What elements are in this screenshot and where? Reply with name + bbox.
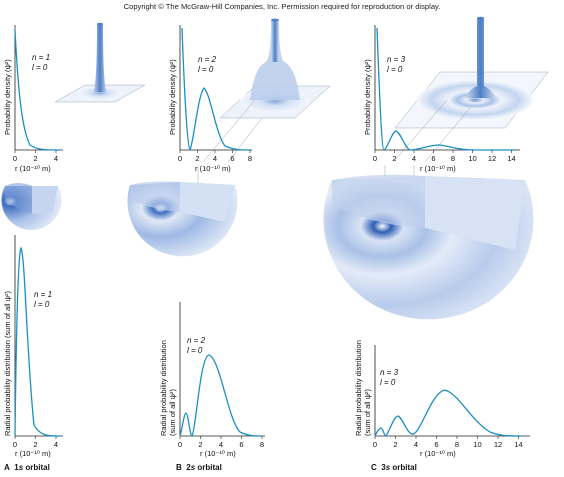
tick-label: 6 <box>434 440 438 449</box>
tick-label: 0 <box>178 440 182 449</box>
tick-label: 8 <box>451 154 455 163</box>
tick-label: 8 <box>248 154 252 163</box>
caption-letter: A <box>4 463 10 472</box>
tick-label: 8 <box>455 440 459 449</box>
plot-radial-3s <box>374 345 530 437</box>
caption-letter: B <box>176 463 182 472</box>
svg-text:Radial probability distributio: Radial probability distribution <box>354 340 363 436</box>
sphere-2s <box>127 181 238 257</box>
l-label-bottom-A: l = 0 <box>34 300 50 309</box>
caption-word: orbital <box>197 463 222 472</box>
ylabel-bottom-C: Radial probability distribution (sum of … <box>354 340 372 436</box>
xlabel-bottom-B: r (10⁻¹⁰ m) <box>200 449 236 458</box>
caption-B: B 2s orbital <box>176 463 222 472</box>
tick-label: 4 <box>213 154 217 163</box>
svg-text:Radial probability distributio: Radial probability distribution <box>159 340 168 436</box>
caption-s: s <box>190 463 196 472</box>
xlabel-bottom-C: r (10⁻¹⁰ m) <box>420 449 456 458</box>
tick-label: 6 <box>230 154 234 163</box>
plot-radial-2s <box>179 302 265 437</box>
tick-label: 4 <box>54 440 58 449</box>
plot-density-2s <box>179 25 252 151</box>
tick-label: 4 <box>54 154 58 163</box>
n-label-top-A: n = 1 <box>32 53 50 62</box>
tick-label: 14 <box>507 154 515 163</box>
ylabel-bottom-B: Radial probability distribution (sum of … <box>159 340 177 436</box>
tick-label: 8 <box>260 440 264 449</box>
tick-label: 0 <box>13 440 17 449</box>
caption-letter: C <box>371 463 377 472</box>
plot-radial-1s <box>14 235 63 437</box>
caption-C: C 3s orbital <box>371 463 417 472</box>
tick-label: 2 <box>198 440 202 449</box>
n-label-top-B: n = 2 <box>198 55 217 64</box>
tick-label: 6 <box>431 154 435 163</box>
caption-A: A 1s orbital <box>4 463 50 472</box>
caption-s: s <box>385 463 391 472</box>
n-label-bottom-B: n = 2 <box>187 336 206 345</box>
l-label-top-A: l = 0 <box>32 63 48 72</box>
xlabel-bottom-A: r (10⁻¹⁰ m) <box>15 449 51 458</box>
caption-number: 3 <box>381 463 386 472</box>
tick-label: 0 <box>13 154 17 163</box>
xlabel-top-C: r (10⁻¹⁰ m) <box>420 164 456 173</box>
tick-label: 10 <box>468 154 476 163</box>
tick-label: 12 <box>494 440 502 449</box>
density-surface-3s <box>394 16 549 129</box>
svg-text:(sum of all ψ²): (sum of all ψ²) <box>168 388 177 436</box>
copyright-notice: Copyright © The McGraw-Hill Companies, I… <box>123 2 441 11</box>
xlabel-top-B: r (10⁻¹⁰ m) <box>195 164 231 173</box>
caption-word: orbital <box>25 463 50 472</box>
tick-label: 4 <box>414 440 418 449</box>
tick-label: 12 <box>488 154 496 163</box>
ylabel-top-A: Probability density (ψ²) <box>3 59 12 135</box>
sphere-3s <box>323 174 534 320</box>
tick-label: 4 <box>219 440 223 449</box>
caption-word: orbital <box>392 463 417 472</box>
tick-label: 14 <box>514 440 522 449</box>
tick-label: 10 <box>473 440 481 449</box>
svg-text:(sum of all ψ²): (sum of all ψ²) <box>363 388 372 436</box>
n-label-bottom-C: n = 3 <box>380 368 399 377</box>
caption-s: s <box>18 463 24 472</box>
xlabel-top-A: r (10⁻¹⁰ m) <box>15 164 51 173</box>
tick-label: 6 <box>239 440 243 449</box>
plot-density-1s <box>14 25 63 151</box>
n-label-bottom-A: n = 1 <box>34 290 52 299</box>
plot-density-3s <box>374 25 520 151</box>
ylabel-top-B: Probability density (ψ²) <box>168 59 177 135</box>
l-label-top-B: l = 0 <box>198 65 214 74</box>
tick-label: 2 <box>33 154 37 163</box>
l-label-bottom-B: l = 0 <box>187 346 203 355</box>
tick-label: 0 <box>178 154 182 163</box>
tick-label: 4 <box>412 154 416 163</box>
density-surface-1s <box>54 22 146 103</box>
tick-label: 2 <box>393 440 397 449</box>
l-label-top-C: l = 0 <box>387 65 403 74</box>
density-surface-2s <box>219 18 331 119</box>
tick-label: 0 <box>373 440 377 449</box>
caption-number: 1 <box>14 463 19 472</box>
tick-label: 2 <box>392 154 396 163</box>
tick-label: 0 <box>373 154 377 163</box>
ylabel-bottom-A: Radial probability distribution (sum of … <box>3 291 12 436</box>
sphere-1s <box>1 183 62 231</box>
ylabel-top-C: Probability density (ψ²) <box>363 59 372 135</box>
n-label-top-C: n = 3 <box>387 55 406 64</box>
tick-label: 2 <box>195 154 199 163</box>
l-label-bottom-C: l = 0 <box>380 378 396 387</box>
caption-number: 2 <box>186 463 191 472</box>
tick-label: 2 <box>33 440 37 449</box>
